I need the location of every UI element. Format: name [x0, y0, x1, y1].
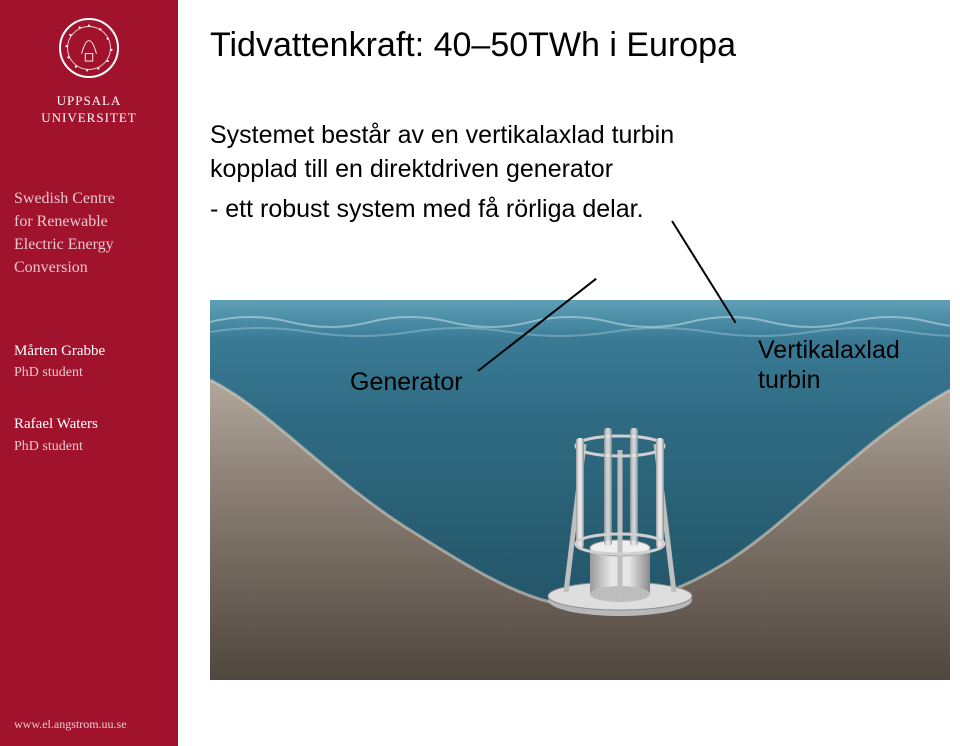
turbine-label: Vertikalaxlad turbin — [758, 335, 900, 395]
slide-title: Tidvattenkraft: 40–50TWh i Europa — [210, 26, 950, 65]
university-name: UPPSALA UNIVERSITET — [14, 93, 164, 127]
body-line: - ett robust system med få rörliga delar… — [210, 193, 950, 227]
person-name: Mårten Grabbe — [14, 340, 164, 363]
univ-line2: UNIVERSITET — [14, 110, 164, 127]
body-text: Systemet består av en vertikalaxlad turb… — [210, 119, 950, 226]
body-line: kopplad till en direktdriven generator — [210, 153, 950, 187]
person-role: PhD student — [14, 436, 164, 457]
turbine-label-line: Vertikalaxlad — [758, 335, 900, 365]
sidebar: UPPSALA UNIVERSITET Swedish Centre for R… — [0, 0, 178, 746]
person-name: Rafael Waters — [14, 413, 164, 436]
turbine-label-line: turbin — [758, 365, 900, 395]
centre-line: Conversion — [14, 256, 164, 279]
centre-line: Swedish Centre — [14, 187, 164, 210]
people-block: Mårten Grabbe PhD student Rafael Waters … — [14, 340, 164, 457]
generator-label: Generator — [350, 368, 463, 397]
centre-line: for Renewable — [14, 210, 164, 233]
centre-line: Electric Energy — [14, 233, 164, 256]
body-line: Systemet består av en vertikalaxlad turb… — [210, 119, 950, 153]
person-role: PhD student — [14, 362, 164, 383]
main-content: Tidvattenkraft: 40–50TWh i Europa System… — [210, 0, 950, 746]
centre-name: Swedish Centre for Renewable Electric En… — [14, 187, 164, 280]
university-logo: UPPSALA UNIVERSITET — [14, 18, 164, 127]
footer-url: www.el.angstrom.uu.se — [14, 717, 127, 732]
seal-icon — [59, 18, 119, 78]
univ-line1: UPPSALA — [14, 93, 164, 110]
